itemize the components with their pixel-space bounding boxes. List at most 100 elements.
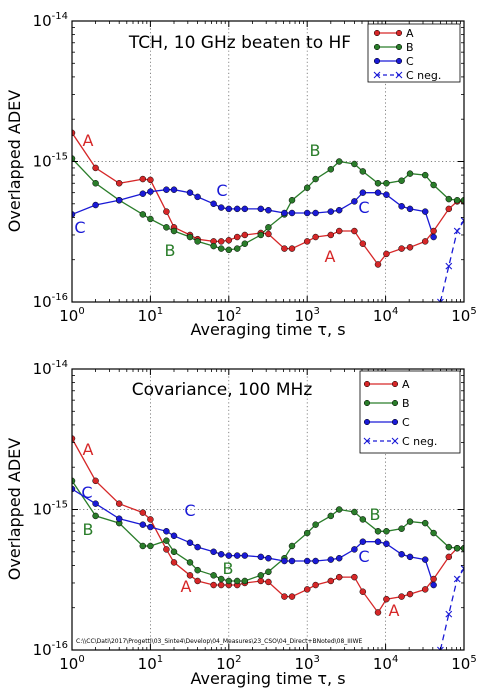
data-point-c [217, 204, 225, 211]
data-point-c-neg [445, 262, 453, 270]
data-point-b [383, 180, 390, 187]
legend-items-2: ABC C neg. [363, 378, 437, 448]
chart-title-2: Covariance, 100 MHz [132, 380, 313, 400]
data-point-b [92, 180, 99, 187]
data-point-c [210, 200, 217, 208]
data-point-a [281, 593, 288, 600]
data-point-a [398, 245, 405, 252]
data-point-a [225, 237, 233, 244]
series-annotation-a: A [83, 440, 94, 459]
data-point-b [194, 566, 201, 574]
data-point-c [359, 189, 367, 196]
x-tick-label: 100 [59, 306, 84, 325]
legend-box-2 [359, 370, 461, 454]
data-point-c [288, 209, 296, 217]
legend-label-c-neg: C neg. [402, 435, 437, 448]
data-point-b [139, 211, 147, 218]
data-point-a [312, 233, 319, 241]
data-point-a [421, 586, 429, 593]
legend-marker-a [395, 29, 403, 37]
data-point-c [327, 208, 335, 215]
legend-label-c: C [406, 55, 414, 68]
legend-label-c-neg: C neg. [406, 69, 441, 82]
legend-marker-c [373, 57, 381, 65]
data-point-a [335, 227, 343, 235]
data-point-a [383, 250, 390, 258]
data-point-b [453, 544, 461, 552]
data-point-a [359, 588, 367, 595]
series-annotation-c: C [358, 198, 369, 217]
ticks-1: 100 101 102 103 104 105 10-16 10-15 10-14 [33, 11, 477, 325]
data-point-b [406, 170, 414, 177]
data-point-a [170, 559, 178, 566]
data-point-b [225, 577, 233, 585]
data-point-b [186, 233, 194, 241]
data-point-b [327, 166, 335, 173]
data-point-c [430, 233, 437, 241]
file-path-footer: C:\\CC\Dati\2017\Progetti\03_Sinte4\Deve… [76, 638, 363, 645]
data-point-a [288, 593, 296, 600]
data-point-c [312, 209, 319, 217]
data-point-c [92, 201, 99, 209]
x-tick-label: 105 [451, 306, 476, 325]
data-point-b [241, 240, 249, 247]
data-point-c [374, 189, 382, 196]
data-point-b [312, 521, 319, 528]
y-tick-label: 10-16 [33, 292, 68, 311]
data-point-b [72, 155, 76, 162]
data-point-a [303, 586, 311, 593]
legend-label-b: B [406, 41, 414, 54]
data-point-b [312, 175, 319, 183]
data-point-b [225, 246, 233, 254]
data-point-c [170, 186, 178, 193]
y-tick-label: 10-15 [33, 152, 68, 171]
data-point-a [406, 244, 414, 251]
data-point-a [421, 238, 429, 245]
series-annotation-b: B [370, 505, 381, 524]
data-point-b [335, 158, 343, 165]
data-point-c [374, 538, 382, 545]
x-tick-label: 104 [373, 654, 398, 673]
data-point-b [288, 542, 296, 550]
data-point-c [225, 552, 233, 559]
data-point-b [139, 542, 147, 550]
legend-label-a: A [402, 378, 410, 391]
data-point-a [163, 208, 170, 215]
data-point-b [460, 196, 464, 204]
data-point-c [194, 193, 201, 201]
data-point-a [147, 516, 154, 523]
data-point-a [186, 572, 194, 579]
data-point-a [351, 227, 358, 235]
data-point-c-neg [437, 298, 444, 302]
series-line-c-neg [439, 220, 464, 302]
legend-marker-a [391, 380, 399, 388]
data-point-b [265, 568, 272, 576]
data-point-b [445, 543, 453, 551]
data-point-b [163, 224, 170, 231]
data-point-b [163, 537, 170, 544]
data-point-c [398, 203, 405, 210]
data-point-b [303, 184, 311, 192]
ticks-2: 100 101 102 103 104 105 10-16 10-15 10-14 [33, 359, 477, 673]
data-point-c [139, 521, 147, 528]
y-tick-label: 10-14 [33, 11, 68, 30]
data-point-c-neg [437, 646, 444, 650]
series-annotation-a: A [389, 601, 400, 620]
data-point-a [233, 233, 241, 241]
data-point-b [430, 529, 437, 537]
data-point-a [383, 595, 390, 603]
data-point-b [359, 168, 367, 175]
data-point-c [163, 186, 170, 193]
legend-marker-a [363, 380, 371, 388]
y-tick-label: 10-15 [33, 500, 68, 519]
legend-marker-c-neg [363, 437, 371, 445]
series-line-c-neg [439, 568, 464, 650]
data-point-c-neg [453, 575, 461, 583]
data-point-a [139, 175, 147, 183]
data-point-c [359, 538, 367, 545]
data-point-a [281, 245, 288, 252]
data-point-c-neg [460, 217, 464, 224]
data-point-a [257, 577, 265, 585]
